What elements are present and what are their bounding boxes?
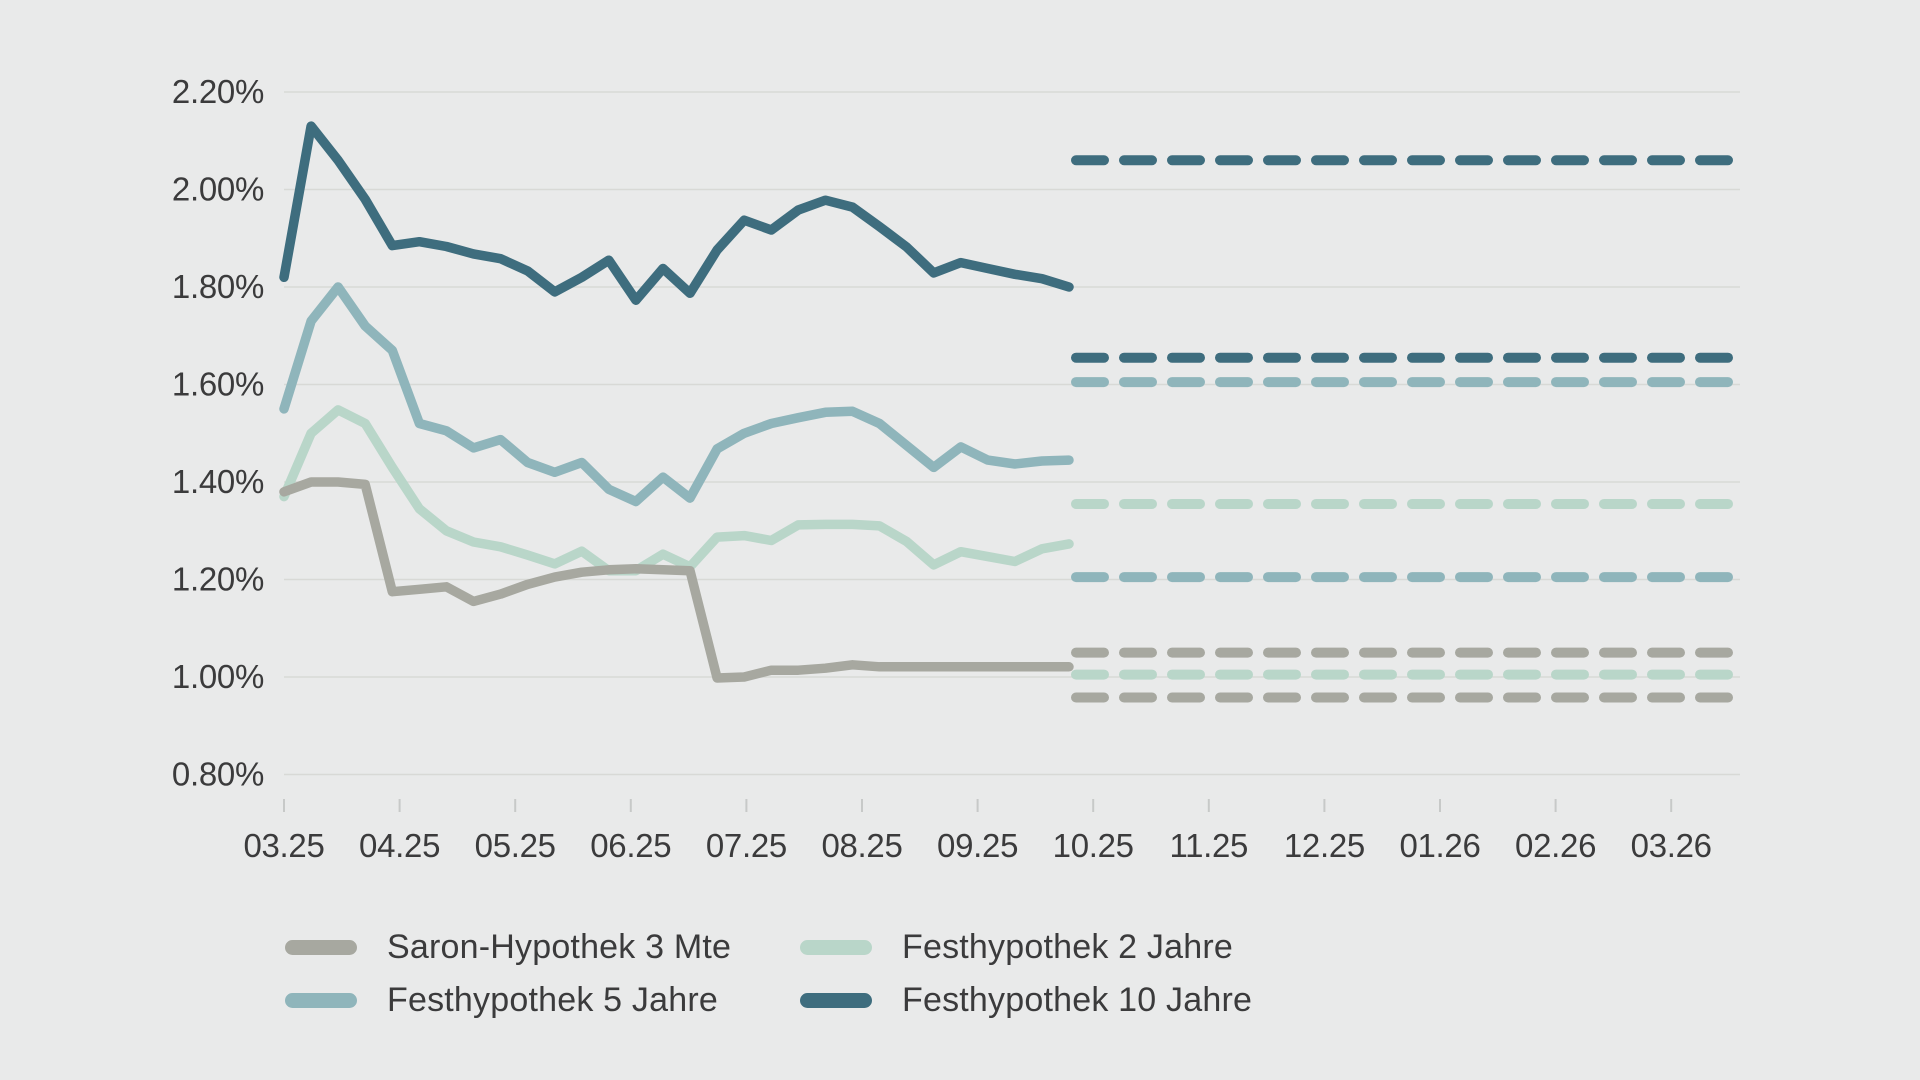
x-axis-tick-label: 10.25: [1053, 827, 1134, 864]
x-axis-tick-label: 06.25: [590, 827, 671, 864]
series-line: [279, 121, 1074, 305]
x-axis-tick-label: 02.26: [1515, 827, 1596, 864]
series-line: [279, 405, 1074, 576]
x-axis-tick-label: 01.26: [1399, 827, 1480, 864]
series-line: [279, 477, 1074, 683]
series-line: [279, 282, 1074, 507]
y-axis-tick-label: 1.60%: [172, 366, 264, 403]
y-axis-tick-label: 1.40%: [172, 463, 264, 500]
x-axis-tick-label: 03.25: [243, 827, 324, 864]
y-axis-tick-label: 1.20%: [172, 561, 264, 598]
y-axis-tick-label: 2.00%: [172, 171, 264, 208]
x-axis-tick-label: 05.25: [475, 827, 556, 864]
x-axis-tick-label: 12.25: [1284, 827, 1365, 864]
x-axis-tick-label: 08.25: [821, 827, 902, 864]
x-axis-tick-label: 07.25: [706, 827, 787, 864]
x-axis-tick-label: 04.25: [359, 827, 440, 864]
x-axis-tick-label: 11.25: [1169, 827, 1248, 864]
x-axis-tick-label: 03.26: [1631, 827, 1712, 864]
y-axis-tick-label: 1.00%: [172, 658, 264, 695]
y-axis-tick-label: 0.80%: [172, 756, 264, 793]
y-axis-tick-label: 1.80%: [172, 268, 264, 305]
y-axis-tick-label: 2.20%: [172, 73, 264, 110]
x-axis-tick-label: 09.25: [937, 827, 1018, 864]
